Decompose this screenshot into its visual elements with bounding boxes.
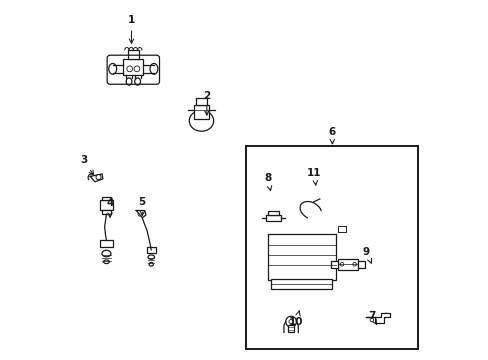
- Text: 3: 3: [80, 155, 93, 175]
- Bar: [357, 261, 365, 268]
- Ellipse shape: [189, 111, 213, 131]
- Circle shape: [369, 318, 373, 321]
- Circle shape: [96, 175, 101, 180]
- Text: 9: 9: [362, 247, 371, 263]
- Circle shape: [288, 319, 293, 324]
- Bar: [102, 197, 111, 201]
- Bar: [337, 226, 345, 232]
- Bar: [265, 215, 281, 221]
- Bar: [271, 279, 332, 289]
- Bar: [338, 259, 357, 270]
- Bar: [102, 210, 111, 214]
- Bar: [196, 98, 206, 105]
- Circle shape: [285, 316, 296, 327]
- Circle shape: [384, 313, 387, 317]
- Bar: [194, 105, 208, 119]
- Text: 6: 6: [328, 127, 335, 144]
- Text: 8: 8: [264, 173, 271, 190]
- Bar: [147, 247, 155, 253]
- Ellipse shape: [150, 63, 158, 74]
- Text: 7: 7: [367, 311, 376, 324]
- Bar: [123, 59, 143, 75]
- Text: 2: 2: [203, 91, 210, 115]
- Text: 10: 10: [289, 311, 303, 327]
- Ellipse shape: [103, 260, 109, 264]
- Circle shape: [340, 262, 343, 266]
- Text: 4: 4: [106, 198, 114, 217]
- Ellipse shape: [148, 255, 154, 259]
- Ellipse shape: [135, 78, 140, 85]
- Ellipse shape: [149, 262, 153, 266]
- Text: 1: 1: [128, 15, 135, 43]
- Circle shape: [138, 211, 142, 216]
- Text: 11: 11: [306, 168, 321, 185]
- Text: 5: 5: [139, 197, 145, 216]
- Ellipse shape: [126, 78, 132, 85]
- Bar: [246, 146, 418, 348]
- Polygon shape: [366, 313, 389, 323]
- Polygon shape: [136, 211, 145, 218]
- Bar: [267, 211, 278, 215]
- Bar: [100, 201, 113, 211]
- Bar: [287, 325, 293, 332]
- Bar: [100, 240, 113, 247]
- Ellipse shape: [108, 63, 117, 74]
- Bar: [128, 50, 139, 59]
- Bar: [267, 234, 335, 280]
- Polygon shape: [90, 174, 102, 182]
- Circle shape: [352, 262, 356, 266]
- Ellipse shape: [102, 250, 111, 257]
- Bar: [330, 261, 338, 268]
